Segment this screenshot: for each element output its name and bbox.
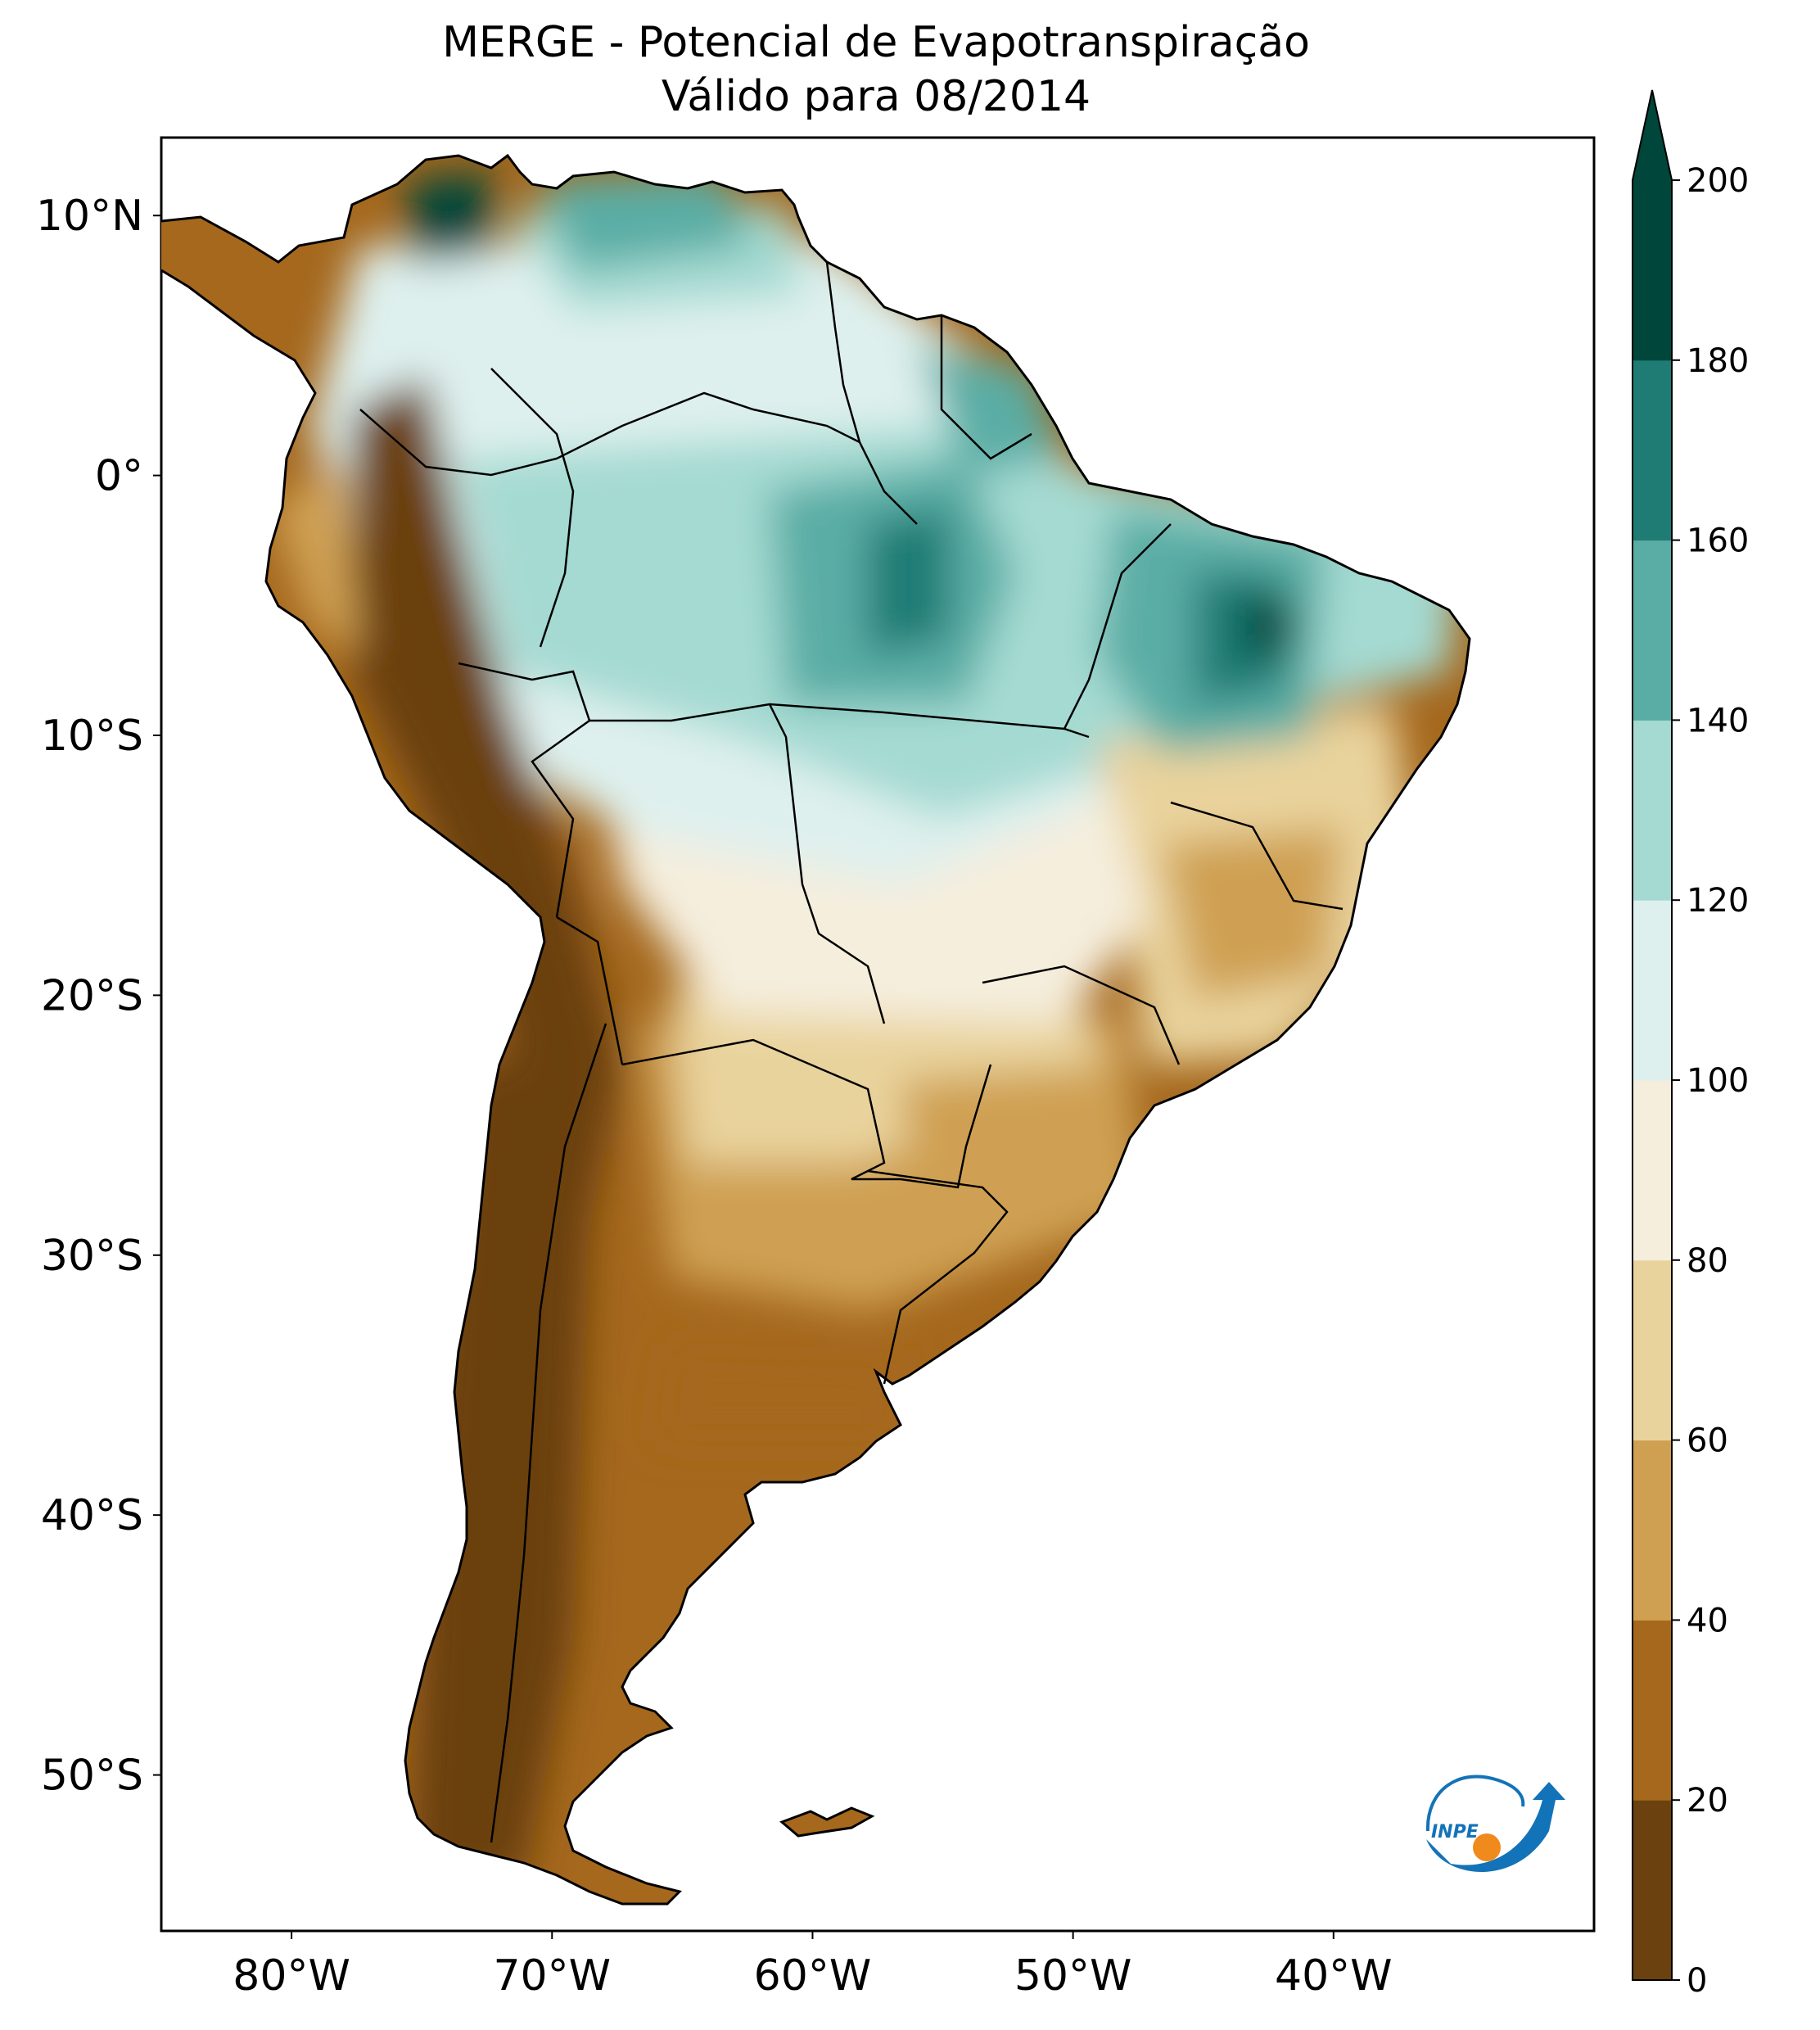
inpe-logo-sun: [1473, 1833, 1501, 1861]
colorbar-extend-arrow: [1633, 90, 1672, 180]
colorbar-tick-label: 0: [1687, 1962, 1707, 2000]
colorbar-tick-label: 20: [1687, 1782, 1728, 1820]
colorbar-tick-label: 160: [1687, 522, 1749, 560]
colorbar-segment: [1633, 720, 1672, 901]
colorbar: 0 20 40 60 80 100 120 140 160 180 200: [1632, 89, 1749, 2000]
lat-tick-label: 50°S: [41, 1752, 143, 1801]
inpe-logo-swoosh: [1426, 1782, 1565, 1872]
coastline: [161, 153, 1471, 1906]
lon-tick-label: 70°W: [493, 1951, 611, 2001]
colorbar-tick-label: 200: [1687, 162, 1749, 200]
lat-tick-label: 40°S: [41, 1491, 143, 1540]
colorbar-tick-label: 60: [1687, 1422, 1728, 1460]
lat-tick-label: 10°N: [36, 192, 143, 241]
colorbar-tick-label: 120: [1687, 882, 1749, 920]
colorbar-segment: [1633, 1080, 1672, 1261]
colorbar-tick-label: 180: [1687, 342, 1749, 380]
country-borders: [359, 261, 1344, 1843]
lat-tick-label: 10°S: [41, 712, 143, 761]
colorbar-tick-label: 140: [1687, 702, 1749, 739]
colorbar-tick-label: 40: [1687, 1602, 1728, 1639]
colorbar-segment: [1633, 1440, 1672, 1621]
colorbar-segment: [1633, 359, 1672, 541]
map-title-line2: Válido para 08/2014: [661, 72, 1091, 121]
lat-tick-label: 0°: [95, 452, 143, 501]
inpe-logo-arc: [1425, 1775, 1525, 1832]
colorbar-segment: [1633, 1620, 1672, 1801]
colorbar-tick-label: 100: [1687, 1062, 1749, 1100]
lat-tick-label: 30°S: [41, 1232, 143, 1281]
colorbar-segment: [1633, 900, 1672, 1081]
lon-tick-label: 50°W: [1014, 1951, 1132, 2001]
latitude-axis: 10°N 0° 10°S 20°S 30°S 40°S 50°S: [36, 192, 161, 1801]
colorbar-segment: [1633, 540, 1672, 721]
colorbar-outline: [1632, 89, 1673, 1981]
lon-tick-label: 60°W: [754, 1951, 872, 2001]
colorbar-segment: [1633, 180, 1672, 361]
map-title-line1: MERGE - Potencial de Evapotranspiração: [442, 18, 1310, 67]
lon-tick-label: 80°W: [233, 1951, 350, 2001]
longitude-axis: 80°W 70°W 60°W 50°W 40°W: [233, 1931, 1393, 2001]
colorbar-segment: [1633, 1259, 1672, 1441]
lat-tick-label: 20°S: [41, 971, 143, 1020]
colorbar-segment: [1633, 1800, 1672, 1981]
falkland-islands: [779, 1806, 875, 1838]
lon-tick-label: 40°W: [1275, 1951, 1393, 2001]
inpe-logo: INPE: [1425, 1775, 1565, 1872]
colorbar-tick-label: 80: [1687, 1242, 1728, 1280]
inpe-logo-text: INPE: [1431, 1822, 1479, 1842]
